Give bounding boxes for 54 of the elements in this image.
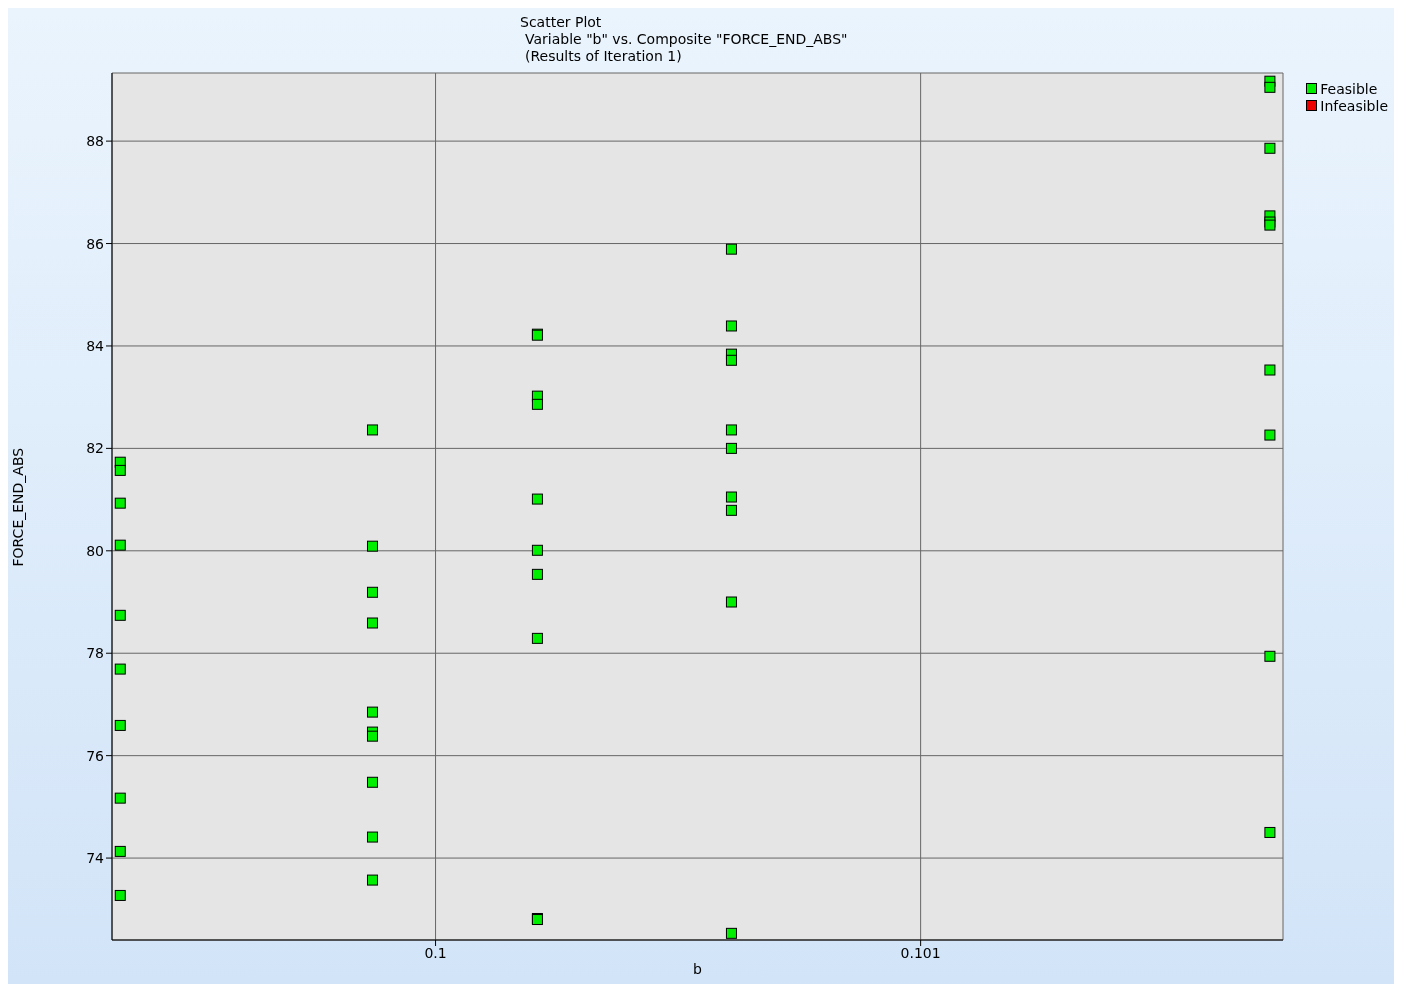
point bbox=[114, 845, 126, 857]
point bbox=[725, 243, 737, 255]
point bbox=[114, 497, 126, 509]
point bbox=[1264, 81, 1276, 93]
point bbox=[366, 776, 378, 788]
point bbox=[366, 424, 378, 436]
chart-title: Scatter Plot bbox=[520, 14, 603, 31]
point bbox=[114, 889, 126, 901]
point bbox=[725, 596, 737, 608]
y-tick-label: 84 bbox=[86, 337, 105, 354]
point bbox=[114, 464, 126, 476]
point bbox=[725, 424, 737, 436]
point bbox=[725, 504, 737, 516]
y-tick-label: 88 bbox=[86, 133, 104, 150]
point bbox=[366, 617, 378, 629]
y-tick-label: 86 bbox=[86, 235, 105, 252]
legend-label: Feasible bbox=[1319, 80, 1379, 97]
y-tick-label: 80 bbox=[86, 542, 104, 559]
point bbox=[114, 792, 126, 804]
point bbox=[114, 539, 126, 551]
point bbox=[531, 398, 543, 410]
point bbox=[114, 663, 126, 675]
point bbox=[531, 568, 543, 580]
point bbox=[366, 586, 378, 598]
legend-label: Infeasible bbox=[1319, 97, 1388, 114]
point bbox=[1264, 650, 1276, 662]
point bbox=[725, 927, 737, 939]
point bbox=[114, 609, 126, 621]
point bbox=[366, 730, 378, 742]
point bbox=[1264, 142, 1276, 154]
point bbox=[725, 354, 737, 366]
point bbox=[531, 544, 543, 556]
point bbox=[725, 442, 737, 454]
point bbox=[366, 706, 378, 718]
y-tick-label: 74 bbox=[86, 850, 105, 867]
point bbox=[1264, 826, 1276, 838]
point bbox=[366, 874, 378, 886]
point bbox=[1264, 429, 1276, 441]
point bbox=[725, 491, 737, 503]
chart-subtitle: Variable "b" vs. Composite "FORCE_END_ABS" (Results of Iteration 1) bbox=[524, 31, 848, 65]
point bbox=[1264, 364, 1276, 376]
y-tick-label: 82 bbox=[86, 440, 104, 457]
point bbox=[114, 719, 126, 731]
point bbox=[366, 831, 378, 843]
point bbox=[366, 540, 378, 552]
x-axis-title: b bbox=[693, 961, 703, 977]
x-tick-label: 0.101 bbox=[900, 944, 941, 961]
point bbox=[531, 632, 543, 644]
y-tick-label: 78 bbox=[86, 645, 104, 662]
y-tick-label: 76 bbox=[86, 747, 105, 764]
point bbox=[725, 320, 737, 332]
point bbox=[531, 493, 543, 505]
x-tick-label: 0.1 bbox=[424, 944, 447, 961]
y-axis-title: FORCE_END_ABS bbox=[9, 447, 26, 567]
